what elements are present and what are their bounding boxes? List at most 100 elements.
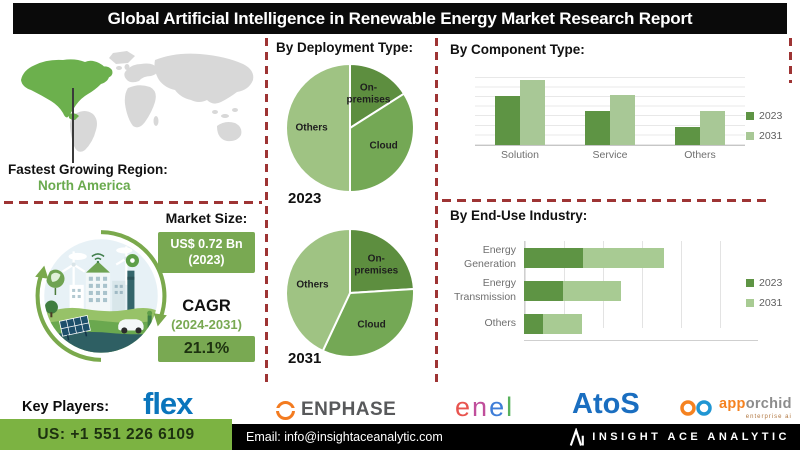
brand-letter: n bbox=[472, 392, 490, 422]
bar-group bbox=[655, 68, 745, 145]
market-size-label: Market Size: bbox=[165, 210, 248, 226]
building-windows bbox=[88, 276, 108, 303]
enphase-icon bbox=[275, 400, 296, 420]
brand-letter: orchid bbox=[745, 396, 792, 412]
brand-letter: l bbox=[506, 392, 515, 422]
logo-apporchid: apporchid enterprise ai bbox=[680, 397, 792, 420]
legend-color-square bbox=[746, 112, 754, 120]
enphase-wordmark: ENPHASE bbox=[301, 399, 397, 420]
apporchid-subtext: enterprise ai bbox=[745, 413, 792, 420]
apporchid-wordmark: apporchid bbox=[719, 397, 792, 412]
world-map bbox=[21, 51, 254, 152]
market-size-block: Market Size: US$ 0.72 Bn (2023) CAGR (20… bbox=[158, 210, 255, 363]
deployment-pie-2023: On-premises Cloud Others bbox=[280, 58, 420, 198]
deployment-type-heading: By Deployment Type: bbox=[276, 40, 414, 55]
bar-group bbox=[475, 68, 565, 145]
eco-illustration bbox=[35, 230, 167, 362]
fastest-growing-region-label: Fastest Growing Region: bbox=[8, 162, 168, 177]
wifi-icon bbox=[91, 253, 105, 261]
hbar-category-label: Others bbox=[484, 316, 516, 329]
bar-category-label: Service bbox=[592, 149, 628, 161]
logo-atos: AtoS bbox=[572, 388, 640, 420]
end-use-industry-chart: Energy Generation Energy Transmission Othe… bbox=[450, 241, 766, 342]
hbar-segment-2031 bbox=[562, 280, 622, 301]
legend-item-2031: 2031 bbox=[746, 297, 782, 309]
divider-vertical-middle bbox=[435, 38, 438, 385]
brand-letter: e bbox=[489, 392, 507, 422]
market-size-value: US$ 0.72 Bn bbox=[170, 237, 243, 251]
component-type-legend: 2023 2031 bbox=[746, 110, 782, 150]
bar-2031 bbox=[700, 111, 725, 145]
fastest-growing-region-value: North America bbox=[38, 178, 131, 193]
solar-panel bbox=[58, 314, 91, 341]
world-map-north-america-highlight bbox=[21, 59, 113, 120]
deployment-pie-2031-year: 2031 bbox=[288, 350, 322, 367]
hbar-category-label: Energy Transmission bbox=[453, 277, 516, 303]
bar-category-label: Others bbox=[684, 149, 716, 161]
hbar-track bbox=[524, 313, 758, 334]
hbar-segment-2023 bbox=[524, 313, 544, 334]
bar-2031 bbox=[610, 94, 635, 145]
bar-plot-area bbox=[475, 68, 745, 146]
hbar-row: Others bbox=[450, 307, 766, 340]
charging-station bbox=[147, 315, 152, 330]
divider-vertical-left bbox=[265, 38, 268, 385]
report-title: Global Artificial Intelligence in Renewa… bbox=[107, 8, 693, 28]
hbar-segment-2031 bbox=[582, 247, 665, 268]
legend-label: 2023 bbox=[759, 110, 783, 122]
brand-letter: e bbox=[455, 392, 473, 422]
map-pointer-line bbox=[72, 88, 74, 163]
bar-category-label: Solution bbox=[501, 149, 539, 161]
world-map-other-regions bbox=[70, 51, 254, 152]
apporchid-icon bbox=[680, 400, 712, 416]
divider-horizontal-right bbox=[442, 199, 766, 202]
logo-enel: enel bbox=[455, 392, 514, 423]
market-size-badge: US$ 0.72 Bn (2023) bbox=[158, 232, 255, 274]
legend-item-2031: 2031 bbox=[746, 130, 782, 142]
cagr-value-badge: 21.1% bbox=[158, 336, 255, 363]
hbar-track bbox=[524, 280, 758, 301]
bar-2031 bbox=[520, 79, 545, 145]
bar-2023 bbox=[675, 126, 700, 145]
bar-group bbox=[565, 68, 655, 145]
company-name: INSIGHT ACE ANALYTIC bbox=[592, 431, 790, 443]
divider-vertical-right bbox=[789, 38, 792, 83]
component-type-heading: By Component Type: bbox=[450, 42, 585, 57]
bar-category-labels: Solution Service Others bbox=[475, 149, 745, 161]
deployment-pie-2031: On-premises Cloud Others bbox=[280, 223, 420, 363]
phone-bar: US: +1 551 226 6109 bbox=[0, 419, 232, 450]
cagr-label: CAGR bbox=[182, 297, 231, 316]
bar-2023 bbox=[585, 111, 610, 145]
logo-enphase: ENPHASE bbox=[275, 399, 397, 421]
end-use-industry-legend: 2023 2031 bbox=[746, 277, 782, 317]
hbar-axis-line bbox=[524, 340, 758, 342]
hbar-row: Energy Transmission bbox=[450, 274, 766, 307]
legend-label: 2031 bbox=[759, 130, 783, 142]
email-address: Email: info@insightaceanalytic.com bbox=[246, 430, 443, 444]
insight-ace-brandmark: INSIGHT ACE ANALYTIC bbox=[569, 427, 790, 447]
legend-color-square bbox=[746, 299, 754, 307]
bar-2023 bbox=[495, 95, 520, 145]
divider-horizontal-left bbox=[4, 201, 262, 204]
logo-flex: flex bbox=[143, 386, 193, 421]
deployment-pie-2023-year: 2023 bbox=[288, 190, 322, 207]
market-size-year: (2023) bbox=[188, 252, 225, 267]
hbar-category-label: Energy Generation bbox=[464, 244, 516, 270]
hbar-segment-2031 bbox=[543, 313, 583, 334]
legend-label: 2031 bbox=[759, 297, 783, 309]
legend-item-2023: 2023 bbox=[746, 277, 782, 289]
report-title-bar: Global Artificial Intelligence in Renewa… bbox=[13, 3, 787, 34]
legend-color-square bbox=[746, 132, 754, 140]
phone-number: US: +1 551 226 6109 bbox=[37, 425, 195, 443]
hbar-track bbox=[524, 247, 758, 268]
hbar-row: Energy Generation bbox=[450, 241, 766, 274]
email-bar: Email: info@insightaceanalytic.com INSIG… bbox=[232, 424, 800, 450]
hbar-segment-2023 bbox=[524, 280, 563, 301]
component-type-chart: Solution Service Others bbox=[475, 68, 745, 163]
key-players-label: Key Players: bbox=[22, 399, 110, 415]
cagr-period: (2024-2031) bbox=[171, 317, 242, 333]
legend-color-square bbox=[746, 279, 754, 287]
hbar-segment-2023 bbox=[524, 247, 583, 268]
electric-car bbox=[118, 319, 144, 334]
